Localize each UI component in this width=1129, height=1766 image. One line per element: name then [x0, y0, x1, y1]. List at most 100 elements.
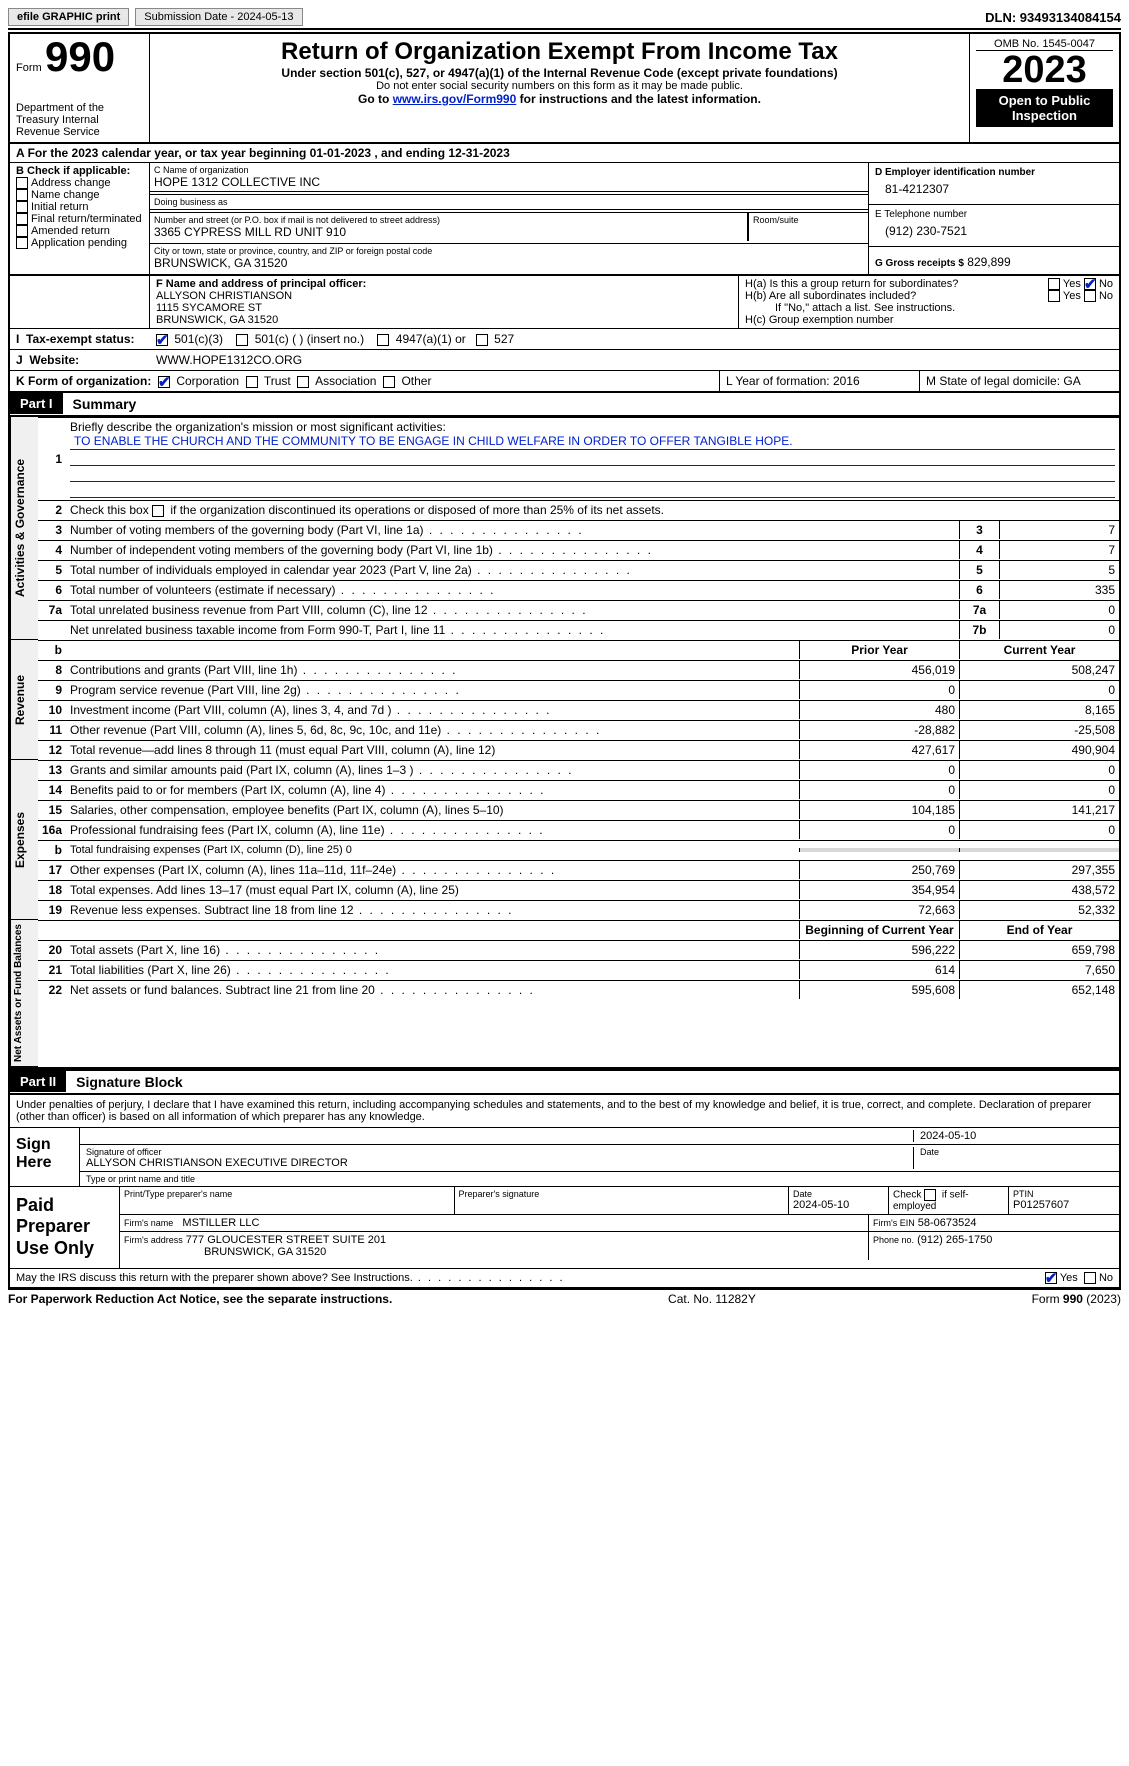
h-a-no[interactable]: [1084, 278, 1096, 290]
officer-label: F Name and address of principal officer:: [156, 278, 732, 290]
signature-block: Under penalties of perjury, I declare th…: [8, 1095, 1121, 1289]
chk-application-pending[interactable]: Application pending: [16, 237, 143, 249]
line-16b: bTotal fundraising expenses (Part IX, co…: [38, 840, 1119, 860]
footer-right: Form 990 (2023): [1032, 1292, 1121, 1306]
ptin-label: PTIN: [1013, 1189, 1115, 1199]
chk-4947[interactable]: [377, 334, 389, 346]
firm-phone-label: Phone no.: [873, 1235, 914, 1245]
officer-addr2: BRUNSWICK, GA 31520: [156, 314, 732, 326]
line-22: 22Net assets or fund balances. Subtract …: [38, 980, 1119, 1000]
officer-group-block: F Name and address of principal officer:…: [8, 276, 1121, 329]
line-21: 21Total liabilities (Part X, line 26)614…: [38, 960, 1119, 980]
city-value: BRUNSWICK, GA 31520: [154, 256, 864, 270]
discuss-no[interactable]: [1084, 1272, 1096, 1284]
org-name: HOPE 1312 COLLECTIVE INC: [154, 175, 864, 189]
officer-name: ALLYSON CHRISTIANSON: [156, 290, 732, 302]
mission-text: TO ENABLE THE CHURCH AND THE COMMUNITY T…: [70, 434, 1115, 450]
prep-self-employed: Check if self-employed: [889, 1187, 1009, 1214]
irs-link[interactable]: www.irs.gov/Form990: [393, 92, 517, 106]
footer-left: For Paperwork Reduction Act Notice, see …: [8, 1292, 392, 1306]
h-b-label: H(b) Are all subordinates included?: [745, 290, 1048, 302]
line-18: 18Total expenses. Add lines 13–17 (must …: [38, 880, 1119, 900]
website-value: WWW.HOPE1312CO.ORG: [150, 350, 1119, 370]
sig-officer-label: Signature of officer: [86, 1147, 893, 1157]
firm-name: MSTILLER LLC: [182, 1217, 259, 1229]
tab-revenue: Revenue: [10, 640, 38, 760]
tab-net-assets: Net Assets or Fund Balances: [10, 920, 38, 1067]
h-b-yes[interactable]: [1048, 290, 1060, 302]
h-b-no[interactable]: [1084, 290, 1096, 302]
tax-year: 2023: [976, 51, 1113, 89]
line-12: 12Total revenue—add lines 8 through 11 (…: [38, 740, 1119, 760]
line-4: 4Number of independent voting members of…: [38, 540, 1119, 560]
org-name-label: C Name of organization: [154, 165, 864, 175]
form-note: Do not enter social security numbers on …: [156, 80, 963, 92]
city-label: City or town, state or province, country…: [154, 246, 864, 256]
mission-blank-1: [70, 450, 1115, 466]
chk-trust[interactable]: [246, 376, 258, 388]
chk-association[interactable]: [297, 376, 309, 388]
tab-expenses: Expenses: [10, 760, 38, 920]
chk-amended-return[interactable]: Amended return: [16, 225, 143, 237]
chk-corporation[interactable]: [158, 376, 170, 388]
h-a-yes[interactable]: [1048, 278, 1060, 290]
line-3: 3Number of voting members of the governi…: [38, 520, 1119, 540]
line-9: 9Program service revenue (Part VIII, lin…: [38, 680, 1119, 700]
line-19: 19Revenue less expenses. Subtract line 1…: [38, 900, 1119, 920]
street-label: Number and street (or P.O. box if mail i…: [154, 215, 743, 225]
top-bar: efile GRAPHIC print Submission Date - 20…: [8, 8, 1121, 30]
goto-line: Go to www.irs.gov/Form990 for instructio…: [156, 92, 963, 106]
h-c-label: H(c) Group exemption number: [745, 314, 1113, 326]
chk-final-return[interactable]: Final return/terminated: [16, 213, 143, 225]
firm-phone: (912) 265-1750: [917, 1234, 992, 1246]
state-domicile: M State of legal domicile: GA: [919, 371, 1119, 391]
line-6: 6Total number of volunteers (estimate if…: [38, 580, 1119, 600]
ein-value: 81-4212307: [875, 178, 1113, 200]
chk-527[interactable]: [476, 334, 488, 346]
chk-name-change[interactable]: Name change: [16, 189, 143, 201]
efile-print-button[interactable]: efile GRAPHIC print: [8, 8, 129, 26]
part-2-bar: Part II: [10, 1071, 66, 1092]
discuss-yes[interactable]: [1045, 1272, 1057, 1284]
sig-date-label: Date: [920, 1147, 1113, 1157]
sig-officer-name: ALLYSON CHRISTIANSON EXECUTIVE DIRECTOR: [86, 1157, 893, 1169]
chk-other[interactable]: [383, 376, 395, 388]
department: Department of the Treasury Internal Reve…: [16, 102, 143, 138]
chk-501c[interactable]: [236, 334, 248, 346]
form-prefix: Form: [16, 62, 42, 74]
line-8: 8Contributions and grants (Part VIII, li…: [38, 660, 1119, 680]
row-i-tax-exempt: I Tax-exempt status: 501(c)(3) 501(c) ( …: [8, 329, 1121, 350]
line-7a: 7aTotal unrelated business revenue from …: [38, 600, 1119, 620]
mission-label: Briefly describe the organization's miss…: [70, 420, 446, 434]
chk-discontinued[interactable]: [152, 505, 164, 517]
chk-address-change[interactable]: Address change: [16, 177, 143, 189]
form-subtitle: Under section 501(c), 527, or 4947(a)(1)…: [156, 66, 963, 80]
paid-preparer-label: Paid Preparer Use Only: [10, 1187, 120, 1268]
dba-label: Doing business as: [154, 197, 864, 207]
firm-name-label: Firm's name: [124, 1218, 173, 1228]
form-header: Form 990 Department of the Treasury Inte…: [8, 32, 1121, 144]
firm-addr-label: Firm's address: [124, 1235, 183, 1245]
chk-initial-return[interactable]: Initial return: [16, 201, 143, 213]
mission-blank-2: [70, 466, 1115, 482]
submission-date: Submission Date - 2024-05-13: [135, 8, 302, 26]
part-2-header: Part II Signature Block: [8, 1069, 1121, 1095]
gross-receipts-label: G Gross receipts $: [875, 258, 964, 269]
line-20: 20Total assets (Part X, line 16)596,2226…: [38, 940, 1119, 960]
row-j-website: J Website: WWW.HOPE1312CO.ORG: [8, 350, 1121, 371]
box-b-title: B Check if applicable:: [16, 165, 143, 177]
h-b-note: If "No," attach a list. See instructions…: [745, 302, 1113, 314]
chk-self-employed[interactable]: [924, 1189, 936, 1201]
line-13: 13Grants and similar amounts paid (Part …: [38, 760, 1119, 780]
fin-header-2: Beginning of Current YearEnd of Year: [38, 920, 1119, 940]
phone-label: E Telephone number: [875, 209, 1113, 220]
line-15: 15Salaries, other compensation, employee…: [38, 800, 1119, 820]
chk-501c3[interactable]: [156, 334, 168, 346]
part-2-title: Signature Block: [66, 1071, 193, 1093]
footer-mid: Cat. No. 11282Y: [668, 1292, 756, 1306]
part-1-bar: Part I: [10, 393, 63, 414]
firm-addr2: BRUNSWICK, GA 31520: [124, 1246, 326, 1258]
form-number: 990: [45, 33, 115, 80]
prep-date-label: Date: [793, 1189, 884, 1199]
discuss-row: May the IRS discuss this return with the…: [10, 1268, 1119, 1287]
